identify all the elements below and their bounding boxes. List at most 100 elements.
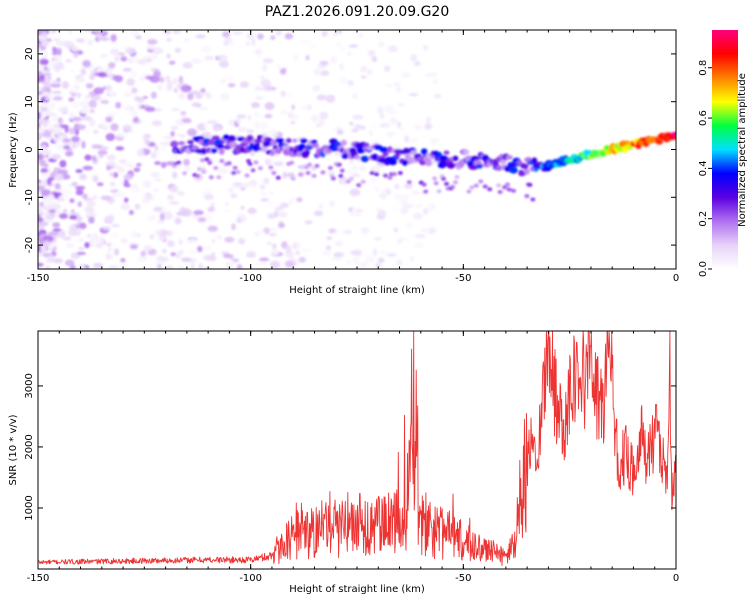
heatmap-cell — [375, 263, 382, 268]
heatmap-cell — [382, 173, 388, 178]
heatmap-cell — [268, 165, 274, 170]
heatmap-cell — [195, 93, 203, 100]
heatmap-cell — [298, 172, 304, 177]
heatmap-cell — [158, 256, 170, 263]
heatmap-cell — [224, 201, 230, 206]
snr-series-group — [38, 331, 676, 567]
heatmap-cell — [178, 265, 186, 269]
heatmap-cell — [403, 183, 414, 189]
heatmap-cell — [91, 144, 103, 149]
heatmap-cell — [373, 236, 382, 241]
heatmap-cell — [387, 45, 398, 53]
heatmap-cell — [530, 197, 536, 202]
heatmap-cell — [159, 212, 166, 221]
heatmap-cell — [219, 60, 229, 68]
heatmap-cell — [240, 205, 245, 210]
heatmap-cell — [157, 145, 167, 152]
heatmap-cell — [216, 143, 225, 150]
heatmap-cell — [38, 244, 41, 251]
heatmap-cell — [182, 61, 193, 69]
heatmap-cell — [76, 38, 86, 43]
heatmap-cell — [160, 161, 167, 169]
heatmap-cell — [57, 107, 69, 113]
heatmap-cell — [282, 171, 288, 179]
heatmap-cell — [452, 180, 458, 185]
heatmap-cell — [336, 162, 342, 167]
heatmap-cell — [133, 167, 141, 173]
heatmap-cell — [300, 248, 312, 253]
heatmap-cell — [280, 90, 287, 98]
heatmap-cell — [330, 256, 342, 261]
heatmap-cell — [93, 87, 104, 95]
heatmap-cell — [159, 142, 171, 146]
heatmap-cell — [156, 84, 164, 90]
heatmap-cell — [279, 68, 287, 75]
heatmap-cell — [432, 176, 438, 181]
heatmap-cell — [335, 42, 343, 48]
heatmap-cell — [240, 187, 246, 191]
heatmap-cell — [119, 264, 129, 268]
heatmap-cell — [145, 44, 157, 50]
heatmap-cell — [354, 124, 362, 130]
heatmap-cell — [84, 154, 92, 161]
colorbar-tick-label: 0.4 — [698, 160, 709, 176]
colorbar-ticks: 0.0 0.2 0.4 0.6 0.8 — [698, 60, 712, 277]
heatmap-cell — [332, 32, 339, 37]
heatmap-cell — [239, 81, 250, 89]
heatmap-cell — [105, 116, 113, 123]
heatmap-cell — [207, 138, 215, 146]
heatmap-cell — [71, 142, 78, 149]
heatmap-cell — [276, 63, 281, 69]
heatmap-cell — [219, 92, 230, 101]
heatmap-cell — [54, 173, 64, 181]
heatmap-cell — [69, 198, 75, 204]
heatmap-cell — [68, 30, 73, 35]
heatmap-cell — [100, 195, 112, 201]
heatmap-cell — [167, 240, 175, 248]
heatmap-cell — [145, 139, 151, 146]
heatmap-cell — [68, 127, 76, 135]
heatmap-cell — [110, 233, 120, 238]
heatmap-cell — [97, 71, 107, 78]
heatmap-cell — [105, 242, 113, 247]
heatmap-cell — [296, 197, 303, 203]
heatmap-cell — [216, 234, 222, 240]
heatmap-cell — [116, 166, 125, 174]
heatmap-cell — [224, 208, 230, 213]
heatmap-cell — [168, 60, 176, 65]
heatmap-cell — [39, 58, 49, 66]
heatmap-cell — [170, 130, 175, 137]
heatmap-cell — [378, 41, 385, 48]
heatmap-cell — [386, 253, 397, 257]
heatmap-cell — [62, 141, 72, 146]
heatmap-cell — [226, 161, 232, 166]
heatmap-cell — [337, 30, 342, 34]
heatmap-cell — [174, 217, 182, 225]
chart-title: PAZ1.2026.091.20.09.G20 — [265, 4, 450, 20]
heatmap-cell — [145, 75, 154, 80]
ticks-bottom: -150 -100 -50 0 1000 2000 3000 — [24, 331, 679, 584]
heatmap-cell — [120, 56, 128, 62]
y-axis-label-bottom: SNR (10 * v/v) — [8, 414, 19, 485]
heatmap-cell — [170, 154, 180, 161]
heatmap-cell — [118, 178, 125, 185]
heatmap-cell — [246, 166, 251, 170]
heatmap-cell — [334, 240, 344, 247]
heatmap-cell — [53, 37, 60, 43]
heatmap-cell — [97, 150, 108, 156]
heatmap-cell — [310, 139, 318, 144]
heatmap-cell — [109, 181, 116, 187]
heatmap-cell — [56, 197, 65, 202]
heatmap-cell — [167, 79, 173, 88]
heatmap-cell — [76, 91, 82, 99]
heatmap-cell — [487, 187, 493, 192]
heatmap-cell — [195, 174, 201, 179]
heatmap-cell — [48, 254, 54, 261]
heatmap-cell — [106, 164, 111, 171]
heatmap-cell — [151, 214, 157, 220]
heatmap-cell — [114, 190, 126, 196]
heatmap-cell — [379, 250, 388, 255]
heatmap-cell — [203, 244, 213, 251]
heatmap-cell — [296, 242, 302, 248]
